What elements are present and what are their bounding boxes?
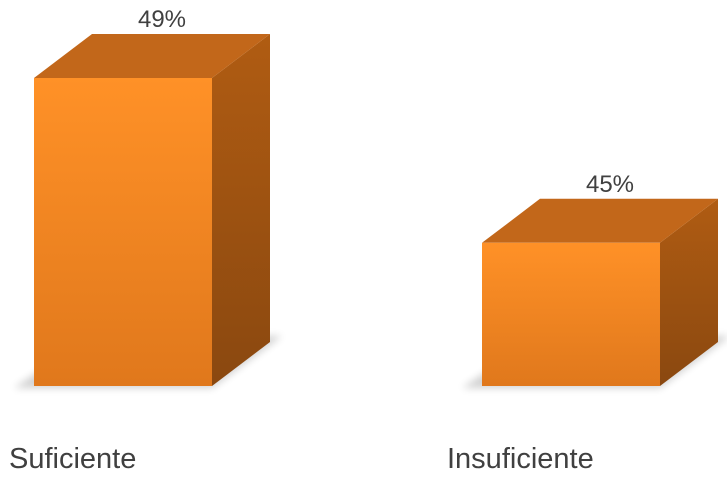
category-label-insuficiente: Insuficiente bbox=[447, 443, 594, 475]
category-label-suficiente: Suficiente bbox=[9, 443, 137, 475]
bar-side-insuficiente bbox=[660, 198, 718, 386]
bar-suficiente: 49% bbox=[14, 6, 282, 388]
bar-front-insuficiente bbox=[482, 242, 660, 386]
bar-top-insuficiente bbox=[482, 198, 718, 243]
bar-insuficiente: 45% bbox=[462, 171, 727, 388]
bar-front-suficiente bbox=[34, 78, 212, 386]
data-label-insuficiente: 45% bbox=[586, 171, 634, 198]
bar-top-suficiente bbox=[34, 34, 270, 78]
bar-side-suficiente bbox=[212, 34, 270, 386]
data-label-suficiente: 49% bbox=[138, 6, 186, 33]
